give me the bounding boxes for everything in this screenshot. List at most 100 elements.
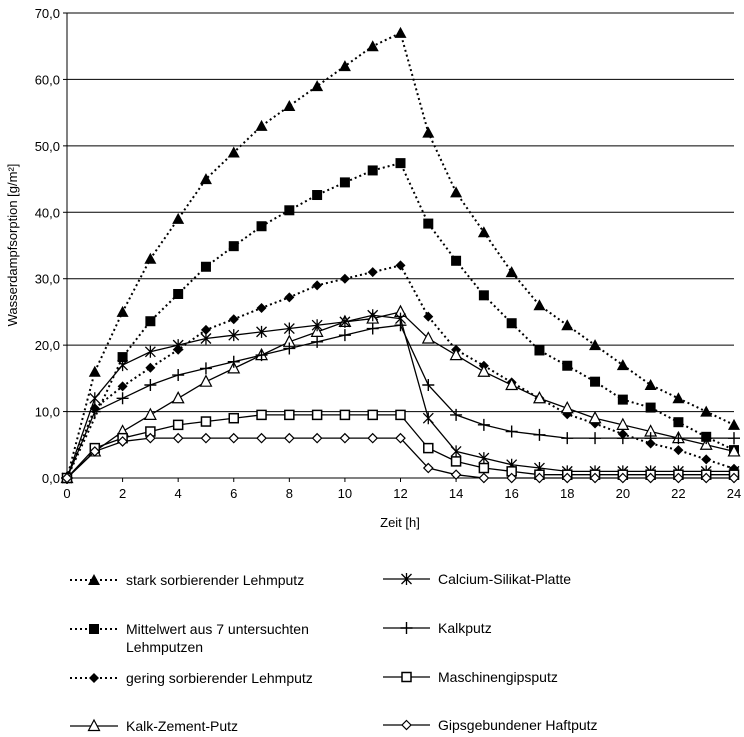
data-point xyxy=(339,315,351,328)
data-point xyxy=(589,339,602,351)
data-point xyxy=(144,345,156,358)
series-4 xyxy=(61,309,740,484)
data-point xyxy=(145,432,156,444)
x-tick-label: 16 xyxy=(504,486,518,501)
data-point xyxy=(116,392,129,405)
data-point xyxy=(117,436,128,447)
data-point xyxy=(478,452,490,465)
legend-marker xyxy=(89,673,99,683)
data-point xyxy=(199,374,213,387)
y-tick-label: 10,0 xyxy=(35,405,60,420)
data-point xyxy=(673,472,684,484)
data-point xyxy=(645,402,656,413)
data-point xyxy=(339,409,351,421)
data-point xyxy=(700,405,713,417)
legend-label: Maschinengipsputz xyxy=(438,669,558,685)
data-point xyxy=(562,360,573,371)
data-point xyxy=(283,342,296,355)
data-point xyxy=(61,472,73,484)
data-point xyxy=(478,472,490,484)
y-tick-label: 70,0 xyxy=(35,6,60,21)
series-line xyxy=(66,437,734,479)
data-point xyxy=(200,261,211,272)
x-axis-label: Zeit [h] xyxy=(380,515,420,530)
data-point xyxy=(311,80,324,92)
data-point xyxy=(590,376,601,387)
data-point xyxy=(588,410,602,424)
legend: stark sorbierender Lehmputz Mittelwert au… xyxy=(70,571,598,734)
data-point xyxy=(561,432,574,445)
series-3 xyxy=(60,304,741,484)
data-point xyxy=(423,218,434,229)
data-point xyxy=(284,205,295,216)
y-tick-label: 60,0 xyxy=(35,72,60,87)
data-point xyxy=(478,462,490,474)
data-point xyxy=(367,267,378,278)
legend-label: Calcium-Silikat-Platte xyxy=(438,571,571,587)
legend-label: Kalkputz xyxy=(438,620,492,636)
data-point xyxy=(284,292,295,303)
data-point xyxy=(505,266,518,278)
data-point xyxy=(421,331,435,344)
y-tick-label: 40,0 xyxy=(35,205,60,220)
legend-marker xyxy=(401,671,412,683)
data-point xyxy=(423,311,434,322)
data-point xyxy=(645,472,656,484)
data-point xyxy=(227,146,240,158)
data-point xyxy=(450,456,462,467)
legend-label: Mittelwert aus 7 untersuchten Lehmputzen xyxy=(126,621,309,655)
data-point xyxy=(534,472,545,484)
y-tick-labels: 0,0 10,0 20,0 30,0 40,0 50,0 60,0 70,0 xyxy=(35,6,67,486)
data-point xyxy=(366,40,379,52)
data-point xyxy=(228,241,239,252)
y-tick-label: 50,0 xyxy=(35,139,60,154)
data-point xyxy=(728,472,740,484)
data-point xyxy=(144,379,157,391)
data-point xyxy=(560,400,574,414)
data-point xyxy=(312,280,323,291)
data-point xyxy=(394,319,407,332)
data-point xyxy=(395,432,406,444)
data-point xyxy=(227,355,240,368)
data-point xyxy=(728,432,740,445)
data-point xyxy=(311,409,323,421)
data-point xyxy=(477,418,490,431)
data-point xyxy=(589,472,601,484)
legend-entry-0: stark sorbierender Lehmputz xyxy=(70,572,304,588)
data-point xyxy=(88,405,101,418)
data-point xyxy=(673,417,684,428)
data-point xyxy=(172,432,184,444)
data-point xyxy=(256,432,267,444)
series-7 xyxy=(61,432,740,484)
data-point xyxy=(145,362,156,373)
series-line xyxy=(66,314,734,479)
data-point xyxy=(311,432,323,444)
legend-entry-3: Kalk-Zement-Putz xyxy=(70,718,238,734)
data-point xyxy=(283,322,295,335)
data-point xyxy=(644,379,657,390)
y-axis-label: Wasserdampfsorption [g/m²] xyxy=(5,164,20,327)
data-point xyxy=(449,347,463,361)
legend-entry-7: Gipsgebundener Haftputz xyxy=(383,717,598,733)
data-point xyxy=(477,226,490,238)
legend-label: stark sorbierender Lehmputz xyxy=(126,572,304,588)
data-point xyxy=(673,445,684,456)
data-point xyxy=(422,462,434,474)
legend-label: Gipsgebundener Haftputz xyxy=(438,717,598,733)
legend-label: Kalk-Zement-Putz xyxy=(126,718,238,734)
data-point xyxy=(173,288,184,299)
x-tick-label: 0 xyxy=(63,486,70,501)
x-tick-label: 2 xyxy=(119,486,126,501)
data-point xyxy=(672,392,685,404)
legend-entry-5: Kalkputz xyxy=(383,620,492,636)
data-point xyxy=(450,186,463,198)
data-point xyxy=(367,165,378,176)
data-point xyxy=(533,428,546,441)
y-tick-label: 30,0 xyxy=(35,272,60,287)
data-point xyxy=(505,377,519,391)
data-point xyxy=(117,352,128,363)
data-point xyxy=(700,472,712,484)
data-point xyxy=(366,322,379,335)
data-point xyxy=(450,408,463,421)
